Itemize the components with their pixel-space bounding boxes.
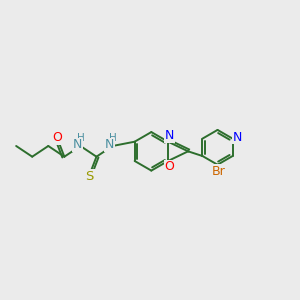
Text: N: N [73, 138, 82, 151]
Text: H: H [76, 134, 84, 143]
Text: N: N [233, 131, 242, 144]
Text: Br: Br [212, 165, 226, 178]
Text: N: N [105, 138, 114, 151]
Text: O: O [53, 131, 63, 145]
Text: O: O [164, 160, 174, 173]
Text: S: S [85, 170, 94, 183]
Text: N: N [165, 129, 174, 142]
Text: H: H [109, 134, 116, 143]
